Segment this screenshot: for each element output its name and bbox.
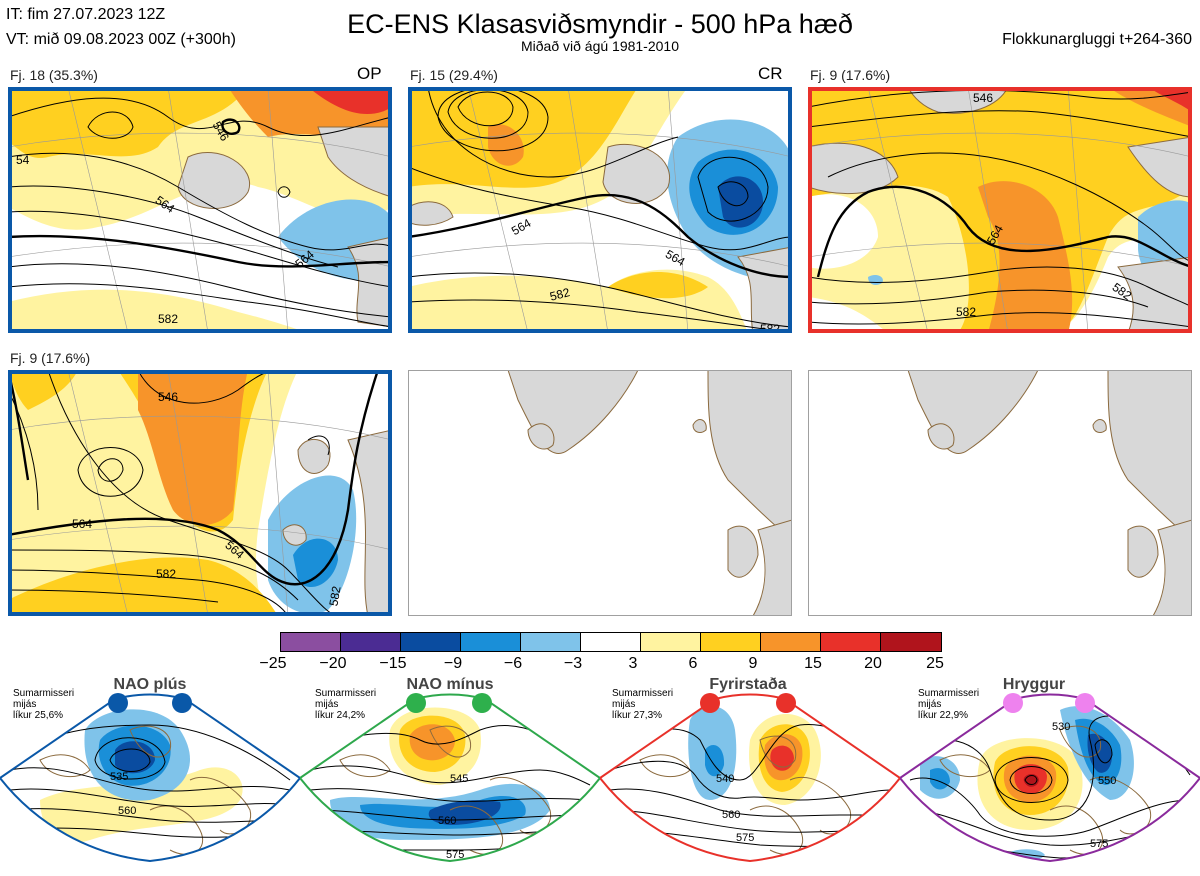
colorbar-label: 15: [804, 655, 822, 672]
page-title: EC-ENS Klasasviðsmyndir - 500 hPa hæð: [347, 9, 853, 39]
contour-label: 582: [956, 305, 976, 319]
contour-label: 582: [326, 585, 343, 607]
colorbar-label: 25: [926, 655, 944, 672]
contour-label: 560: [118, 805, 136, 817]
colorbar-label: −9: [443, 655, 463, 672]
contour-label: 530: [1052, 721, 1070, 733]
regime-map-hryggur: 530 550 575: [898, 690, 1200, 871]
regime-dot: [472, 693, 492, 713]
regime-dot: [1075, 693, 1095, 713]
cluster-map-2: 564 564 582 582: [408, 87, 792, 333]
contour-label: 575: [1090, 838, 1108, 850]
colorbar-swatch: [340, 632, 400, 652]
panel-label: Fj. 9 (17.6%): [10, 350, 91, 366]
initial-time: IT: fim 27.07.2023 12Z: [6, 6, 166, 23]
contour-label: 550: [1098, 775, 1116, 787]
regime-title: Hryggur: [1002, 676, 1066, 693]
colorbar-swatch: [640, 632, 700, 652]
valid-time: VT: mið 09.08.2023 00Z (+300h): [6, 31, 236, 48]
regime-title: NAO mínus: [406, 676, 494, 693]
regime-dot: [700, 693, 720, 713]
regime-season-info: Sumarmisseri mijás líkur 27,3%: [612, 688, 674, 721]
colorbar-swatch: [760, 632, 820, 652]
contour-label: 546: [973, 91, 993, 105]
colorbar-swatch: [460, 632, 520, 652]
regime-season-info: Sumarmisseri mijás líkur 22,9%: [918, 688, 980, 721]
cluster-map-1: 54 546 564 564 582: [8, 87, 392, 333]
colorbar-label: 6: [688, 655, 698, 672]
regime-title: NAO plús: [113, 676, 187, 693]
colorbar-label: −6: [503, 655, 523, 672]
colorbar-swatch: [880, 632, 942, 652]
regime-title: Fyrirstaða: [709, 676, 787, 693]
contour-label: 560: [722, 809, 740, 821]
page-subtitle: Miðað við ágú 1981-2010: [520, 38, 679, 54]
contour-label: 546: [158, 390, 178, 404]
regime-dot: [172, 693, 192, 713]
contour-label: 560: [438, 815, 456, 827]
colorbar-swatch: [400, 632, 460, 652]
colorbar-label: −20: [319, 655, 347, 672]
regime-season-info: Sumarmisseri mijás líkur 25,6%: [13, 688, 75, 721]
regime-map-fyrirstada: 540 560 575: [598, 690, 902, 871]
panel-label: Fj. 15 (29.4%): [410, 67, 498, 83]
contour-label: 535: [110, 771, 128, 783]
colorbar-label: 9: [748, 655, 758, 672]
colorbar-label: 20: [864, 655, 882, 672]
regime-map-nao-minus: 545 560 575: [298, 690, 602, 871]
contour-label: 582: [158, 312, 178, 326]
regime-season-info: Sumarmisseri mijás líkur 24,2%: [315, 688, 377, 721]
contour-label: 575: [446, 849, 464, 861]
empty-map-5: [408, 370, 792, 616]
cluster-map-3: 546 564 582 582: [808, 87, 1192, 333]
regime-dot: [1003, 693, 1023, 713]
regime-map-nao-plus: 535 560: [0, 690, 302, 871]
contour-label: 582: [760, 322, 780, 333]
contour-label: 582: [156, 567, 176, 581]
colorbar-swatch: [700, 632, 760, 652]
classification-window: Flokkunargluggi t+264-360: [1002, 31, 1192, 48]
empty-map-6: [808, 370, 1192, 616]
contour-label: 540: [716, 773, 734, 785]
colorbar-label: 3: [628, 655, 638, 672]
panel-label: Fj. 18 (35.3%): [10, 67, 98, 83]
panel-label: Fj. 9 (17.6%): [810, 67, 891, 83]
colorbar-swatch: [520, 632, 580, 652]
regime-dot: [406, 693, 426, 713]
regime-dot: [108, 693, 128, 713]
colorbar-label: −15: [379, 655, 407, 672]
contour-label: 575: [736, 832, 754, 844]
cluster-map-4: 546 564 564 582 582: [8, 370, 392, 616]
colorbar-swatch: [820, 632, 880, 652]
panel-tag: CR: [758, 64, 783, 83]
panel-tag: OP: [357, 64, 382, 83]
contour-label: 54: [16, 153, 30, 167]
colorbar-swatch: [280, 632, 340, 652]
colorbar-label: −25: [259, 655, 287, 672]
regime-dot: [776, 693, 796, 713]
colorbar-swatch: [580, 632, 640, 652]
contour-label: 545: [450, 773, 468, 785]
contour-label: 564: [72, 517, 92, 531]
colorbar: [280, 632, 942, 652]
contour-label: 582: [548, 285, 571, 304]
colorbar-label: −3: [563, 655, 583, 672]
